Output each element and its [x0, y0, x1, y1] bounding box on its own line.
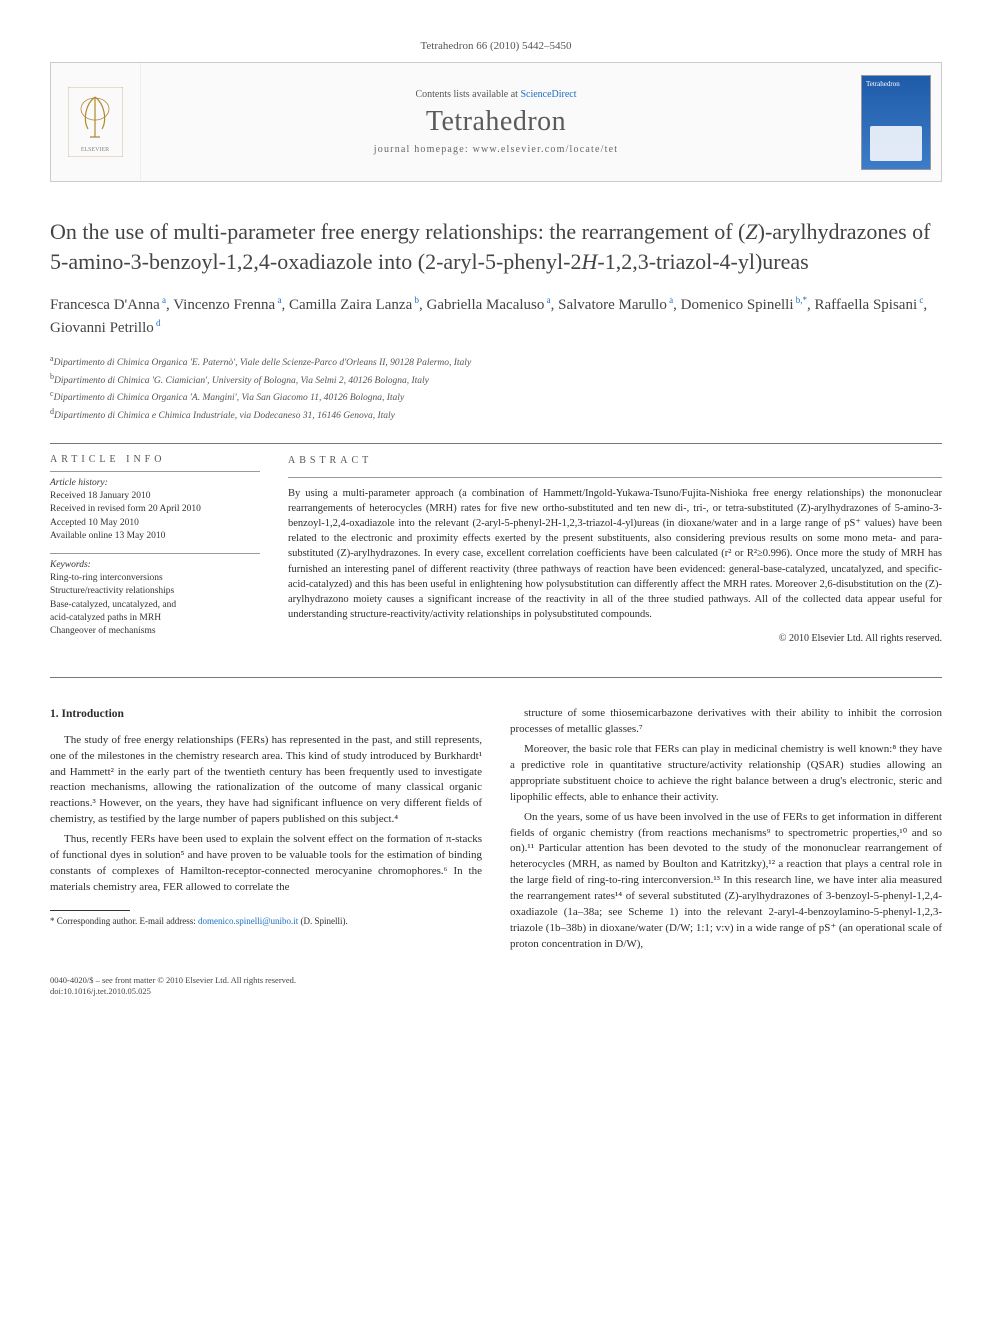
keyword-line: Structure/reactivity relationships: [50, 585, 260, 598]
author-affil-sup: b: [412, 295, 419, 305]
keyword-line: Changeover of mechanisms: [50, 625, 260, 638]
info-rule-1: [50, 471, 260, 472]
footnote-label: Corresponding author. E-mail address:: [57, 916, 198, 926]
author-affil-sup: a: [160, 295, 166, 305]
homepage-url: www.elsevier.com/locate/tet: [473, 144, 619, 155]
footer-copyright-line: 0040-4020/$ – see front matter © 2010 El…: [50, 975, 942, 986]
title-z-italic: Z: [745, 219, 757, 244]
affiliation: aDipartimento di Chimica Organica 'E. Pa…: [50, 353, 942, 370]
page-footer: 0040-4020/$ – see front matter © 2010 El…: [50, 975, 942, 997]
author: Gabriella Macaluso a: [427, 297, 551, 313]
article-info-heading: ARTICLE INFO: [50, 454, 260, 465]
corresponding-author-footnote: * Corresponding author. E-mail address: …: [50, 915, 482, 928]
author: Vincenzo Frenna a: [173, 297, 281, 313]
author-affil-sup: d: [154, 318, 161, 328]
affiliation: bDipartimento di Chimica 'G. Ciamician',…: [50, 371, 942, 388]
svg-text:ELSEVIER: ELSEVIER: [81, 147, 109, 153]
footnote-separator: [50, 910, 130, 911]
homepage-prefix: journal homepage:: [374, 144, 473, 155]
mid-rule: [50, 677, 942, 678]
info-abstract-row: ARTICLE INFO Article history: Received 1…: [50, 454, 942, 647]
journal-name: Tetrahedron: [426, 106, 566, 138]
author: Camilla Zaira Lanza b: [289, 297, 419, 313]
author-affil-sup: a: [667, 295, 673, 305]
sciencedirect-link[interactable]: ScienceDirect: [520, 89, 576, 100]
contents-prefix: Contents lists available at: [415, 89, 520, 100]
contents-available-line: Contents lists available at ScienceDirec…: [415, 89, 576, 100]
history-line: Received 18 January 2010: [50, 490, 260, 503]
top-rule: [50, 443, 942, 444]
author: Giovanni Petrillo d: [50, 320, 161, 336]
elsevier-tree-logo: ELSEVIER: [68, 87, 123, 157]
section-1-heading: 1. Introduction: [50, 706, 482, 723]
intro-para-3: structure of some thiosemicarbazone deri…: [510, 706, 942, 738]
history-label: Article history:: [50, 478, 260, 488]
footer-doi-line: doi:10.1016/j.tet.2010.05.025: [50, 986, 942, 997]
abstract-rule: [288, 477, 942, 478]
history-line: Received in revised form 20 April 2010: [50, 503, 260, 516]
affiliation-list: aDipartimento di Chimica Organica 'E. Pa…: [50, 353, 942, 423]
history-line: Available online 13 May 2010: [50, 530, 260, 543]
intro-para-1: The study of free energy relationships (…: [50, 733, 482, 829]
cover-thumb-cell: Tetrahedron: [851, 63, 941, 181]
body-columns: 1. Introduction The study of free energy…: [50, 706, 942, 957]
cover-label: Tetrahedron: [866, 80, 900, 88]
citation-header: Tetrahedron 66 (2010) 5442–5450: [50, 40, 942, 52]
keyword-line: acid-catalyzed paths in MRH: [50, 612, 260, 625]
keywords-label: Keywords:: [50, 560, 260, 570]
intro-para-2: Thus, recently FERs have been used to ex…: [50, 832, 482, 896]
title-part3: -1,2,3-triazol-4-yl)ureas: [597, 249, 808, 274]
author-affil-sup: a: [275, 295, 281, 305]
abstract-heading: ABSTRACT: [288, 454, 942, 469]
history-lines: Received 18 January 2010Received in revi…: [50, 490, 260, 543]
journal-masthead: ELSEVIER Contents lists available at Sci…: [50, 62, 942, 182]
author: Francesca D'Anna a: [50, 297, 166, 313]
intro-para-4: Moreover, the basic role that FERs can p…: [510, 742, 942, 806]
journal-homepage-line: journal homepage: www.elsevier.com/locat…: [374, 144, 618, 155]
affiliation: dDipartimento di Chimica e Chimica Indus…: [50, 406, 942, 423]
intro-para-5: On the years, some of us have been invol…: [510, 810, 942, 953]
author-affil-sup: b,*: [794, 295, 808, 305]
masthead-center: Contents lists available at ScienceDirec…: [141, 63, 851, 181]
affiliation: cDipartimento di Chimica Organica 'A. Ma…: [50, 388, 942, 405]
publisher-logo-cell: ELSEVIER: [51, 63, 141, 181]
author: Domenico Spinelli b,*: [681, 297, 807, 313]
article-info-block: ARTICLE INFO Article history: Received 1…: [50, 454, 260, 647]
footnote-marker: *: [50, 916, 55, 926]
author-affil-sup: a: [544, 295, 550, 305]
author-list: Francesca D'Anna a, Vincenzo Frenna a, C…: [50, 294, 942, 339]
journal-cover-thumbnail: Tetrahedron: [861, 75, 931, 170]
info-rule-2: [50, 553, 260, 554]
abstract-block: ABSTRACT By using a multi-parameter appr…: [288, 454, 942, 647]
author-affil-sup: c: [917, 295, 923, 305]
author: Salvatore Marullo a: [558, 297, 673, 313]
abstract-copyright: © 2010 Elsevier Ltd. All rights reserved…: [288, 632, 942, 647]
history-line: Accepted 10 May 2010: [50, 517, 260, 530]
keyword-line: Base-catalyzed, uncatalyzed, and: [50, 599, 260, 612]
footnote-tail: (D. Spinelli).: [298, 916, 348, 926]
title-part1: On the use of multi-parameter free energ…: [50, 219, 745, 244]
author: Raffaella Spisani c: [815, 297, 924, 313]
title-h-italic: H: [581, 249, 597, 274]
keyword-line: Ring-to-ring interconversions: [50, 572, 260, 585]
abstract-text: By using a multi-parameter approach (a c…: [288, 486, 942, 623]
article-title: On the use of multi-parameter free energ…: [50, 217, 942, 276]
corresponding-email-link[interactable]: domenico.spinelli@unibo.it: [198, 916, 298, 926]
keyword-lines: Ring-to-ring interconversionsStructure/r…: [50, 572, 260, 638]
